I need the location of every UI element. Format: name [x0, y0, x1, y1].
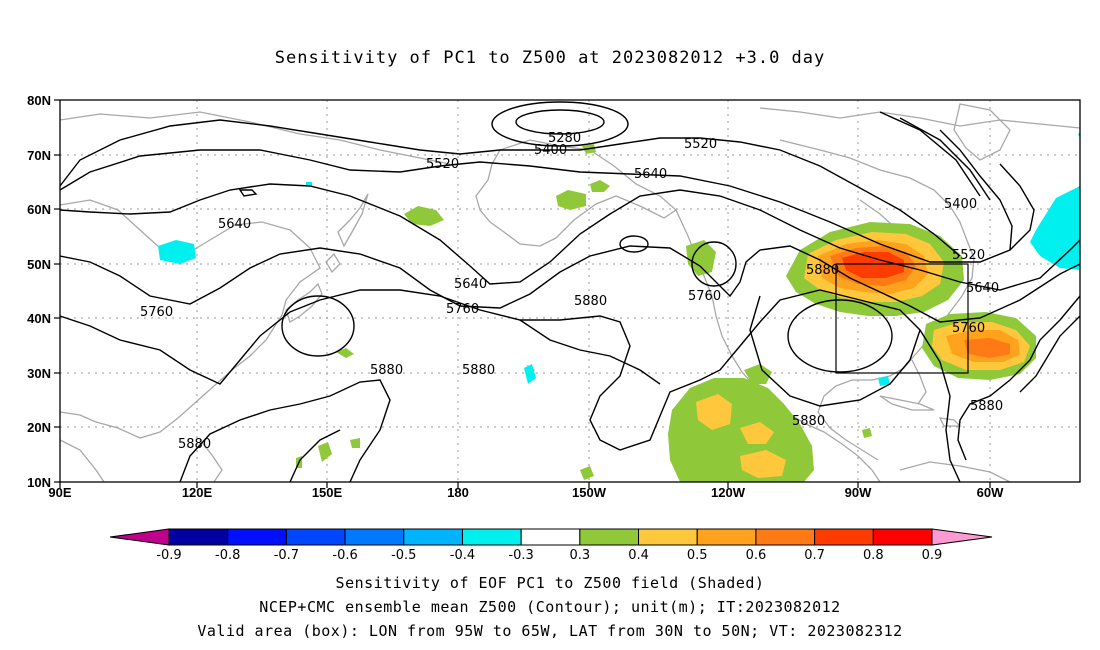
colorbar-tick-label: -0.9	[156, 548, 181, 563]
colorbar-cell	[872, 528, 933, 546]
colorbar-cell	[403, 528, 463, 546]
colorbar-cell	[814, 528, 874, 546]
contour-label-layer: 5280 5400 5520 5520 5640 5640 5400 5520 …	[140, 131, 1003, 452]
contour-label: 5880	[970, 399, 1003, 414]
colorbar-tick-label: 0.3	[570, 548, 591, 563]
colorbar-cell	[227, 528, 287, 546]
caption-contour: NCEP+CMC ensemble mean Z500 (Contour); u…	[259, 598, 841, 616]
contour-label: 5640	[634, 167, 667, 182]
contour-label: 5760	[688, 289, 721, 304]
lat-tick-label: 50N	[27, 257, 51, 272]
contour-label: 5880	[178, 437, 211, 452]
contour-label: 5760	[140, 305, 173, 320]
colorbar-tick-label: -0.4	[450, 548, 475, 563]
colorbar-cell	[168, 528, 229, 546]
contour-label: 5760	[952, 321, 985, 336]
colorbar: -0.9 -0.8 -0.7 -0.6 -0.5 -0.4 -0.3 0.3 0.4 0.5 0.6…	[109, 528, 993, 563]
caption-valid-area: Valid area (box): LON from 95W to 65W, L…	[197, 622, 903, 640]
colorbar-tick-label: 0.8	[863, 548, 884, 563]
contour-label: 5640	[218, 217, 251, 232]
lon-tick-label: 60W	[977, 485, 1004, 500]
colorbar-cell	[755, 528, 816, 546]
colorbar-low-end	[109, 528, 170, 546]
contour-label: 5280	[548, 131, 581, 146]
longitude-axis: 90E 120E 150E 180 150W 120W 90W 60W	[48, 485, 1004, 500]
colorbar-cell	[696, 528, 757, 546]
contour-label: 5520	[952, 248, 985, 263]
contour-label: 5880	[574, 294, 607, 309]
lat-tick-label: 10N	[27, 475, 51, 490]
contour-label: 5880	[370, 363, 403, 378]
lon-tick-label: 90E	[48, 485, 71, 500]
lon-tick-label: 90W	[845, 485, 872, 500]
colorbar-tick-label: 0.5	[687, 548, 708, 563]
contour-label: 5880	[792, 414, 825, 429]
contour-label: 5640	[454, 277, 487, 292]
colorbar-high-end	[931, 528, 993, 546]
colorbar-cell	[285, 528, 346, 546]
lat-tick-label: 60N	[27, 202, 51, 217]
colorbar-tick-label: -0.7	[274, 548, 299, 563]
colorbar-tick-label: -0.6	[332, 548, 357, 563]
lat-tick-label: 20N	[27, 420, 51, 435]
contour-label: 5880	[462, 363, 495, 378]
map-frame	[59, 99, 1081, 483]
contour-label: 5760	[446, 302, 479, 317]
caption-shaded: Sensitivity of EOF PC1 to Z500 field (Sh…	[335, 574, 765, 592]
valid-area-box	[835, 263, 969, 374]
lat-tick-label: 70N	[27, 148, 51, 163]
colorbar-tick-label: -0.5	[391, 548, 416, 563]
lon-tick-label: 180	[447, 485, 469, 500]
contour-label: 5400	[534, 143, 567, 158]
colorbar-tick-label: 0.7	[804, 548, 825, 563]
contour-label: 5400	[944, 197, 977, 212]
colorbar-cell	[344, 528, 405, 546]
contour-label: 5520	[426, 157, 459, 172]
latitude-axis: 80N 70N 60N 50N 40N 30N 20N 10N	[27, 93, 51, 490]
contour-label: 5640	[966, 281, 999, 296]
colorbar-cell	[579, 528, 640, 546]
contour-label: 5880	[806, 263, 839, 278]
lon-tick-label: 120E	[182, 485, 213, 500]
lon-tick-label: 150W	[572, 485, 607, 500]
colorbar-cell	[520, 528, 581, 546]
map-panel: 5280 5400 5520 5520 5640 5640 5400 5520 …	[27, 93, 1081, 500]
colorbar-tick-label: 0.9	[922, 548, 943, 563]
lat-tick-label: 40N	[27, 311, 51, 326]
colorbar-tick-label: -0.8	[215, 548, 240, 563]
colorbar-labels: -0.9 -0.8 -0.7 -0.6 -0.5 -0.4 -0.3 0.3 0.4 0.5 0.6…	[156, 548, 942, 563]
sensitivity-shading	[158, 132, 1080, 482]
contour-label: 5520	[684, 137, 717, 152]
colorbar-tick-label: -0.3	[508, 548, 533, 563]
colorbar-tick-label: 0.6	[746, 548, 767, 563]
colorbar-cell	[461, 528, 522, 546]
lon-tick-label: 150E	[312, 485, 343, 500]
page-title: Sensitivity of PC1 to Z500 at 2023082012…	[274, 48, 826, 68]
lat-tick-label: 30N	[27, 366, 51, 381]
lat-tick-label: 80N	[27, 93, 51, 108]
colorbar-cells	[168, 528, 933, 546]
colorbar-tick-label: 0.4	[628, 548, 649, 563]
z500-contours	[60, 101, 1080, 482]
colorbar-cell	[638, 528, 698, 546]
lon-tick-label: 120W	[711, 485, 746, 500]
